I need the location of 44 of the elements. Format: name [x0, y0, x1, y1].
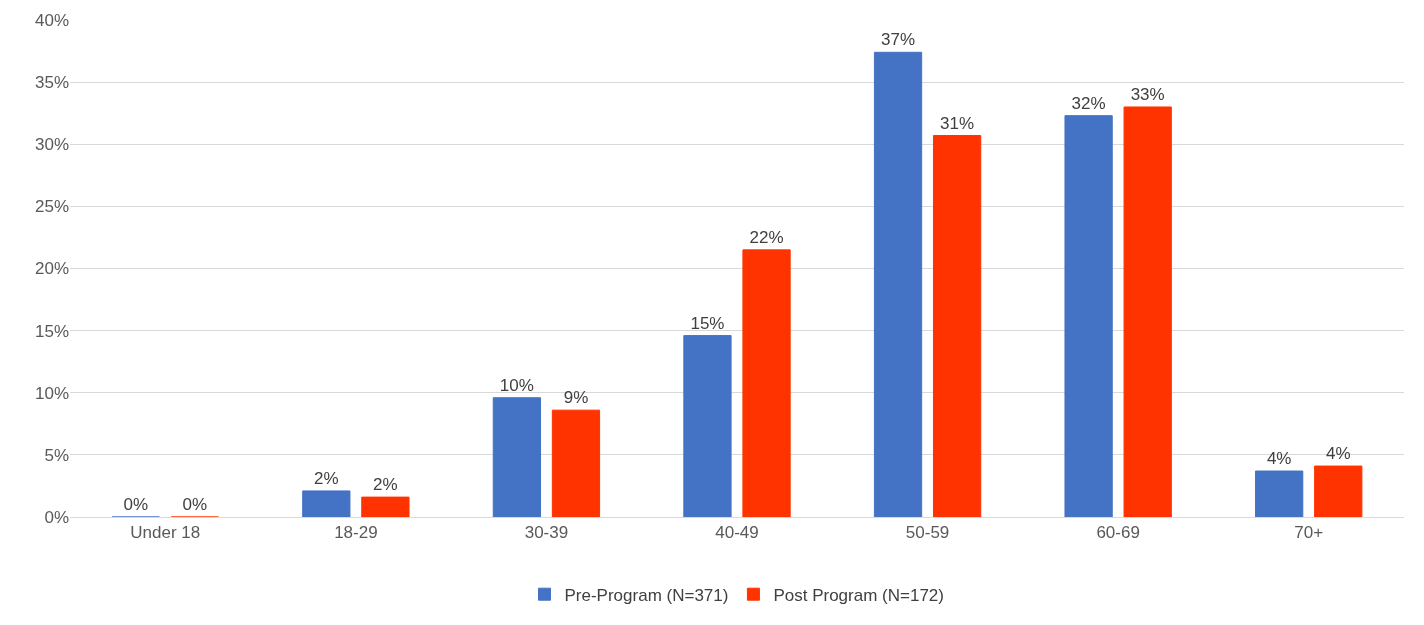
y-tick-label: 40%	[34, 10, 69, 30]
bar	[683, 335, 732, 517]
data-label: 4%	[1325, 444, 1351, 464]
x-tick-label: 60-69	[1096, 523, 1140, 543]
bar	[492, 397, 542, 517]
bar	[361, 496, 410, 517]
bar	[551, 409, 601, 517]
bar	[1064, 115, 1113, 517]
data-label: 0%	[182, 495, 208, 514]
data-label: 22%	[749, 227, 784, 247]
data-label: 32%	[1071, 93, 1106, 113]
bar	[742, 249, 791, 517]
data-label: 37%	[881, 30, 916, 50]
bar	[1314, 465, 1363, 517]
y-tick-label: 25%	[34, 197, 69, 217]
data-label: 4%	[1266, 449, 1292, 469]
y-tick-label: 5%	[44, 445, 69, 465]
x-tick-label: Under 18	[130, 523, 201, 543]
bar	[302, 490, 351, 517]
y-tick-label: 20%	[34, 259, 69, 279]
data-label: 2%	[314, 468, 339, 488]
x-tick-label: 30-39	[524, 523, 569, 543]
bar	[1123, 106, 1172, 517]
x-tick-label: 18-29	[334, 523, 378, 543]
data-label: 2%	[373, 475, 398, 495]
bar	[873, 51, 923, 517]
bar	[1255, 470, 1304, 517]
y-tick-label: 35%	[34, 73, 69, 93]
data-label: 33%	[1130, 84, 1165, 104]
x-tick-label: 70+	[1294, 523, 1324, 543]
x-tick-label: 40-49	[715, 523, 759, 543]
y-tick-label: 10%	[34, 383, 69, 403]
x-tick-label: 50-59	[905, 523, 950, 543]
y-tick-label: 30%	[34, 135, 69, 155]
bar	[932, 135, 982, 517]
data-label: 0%	[123, 495, 149, 514]
legend-label: Post Program (N=172)	[773, 585, 944, 605]
y-tick-label: 15%	[34, 321, 69, 341]
data-label: 9%	[563, 388, 589, 408]
data-label: 31%	[940, 113, 975, 133]
data-label: 15%	[690, 313, 725, 333]
y-tick-label: 0%	[44, 507, 69, 527]
data-label: 10%	[499, 375, 534, 395]
legend-label: Pre-Program (N=371)	[564, 585, 729, 605]
